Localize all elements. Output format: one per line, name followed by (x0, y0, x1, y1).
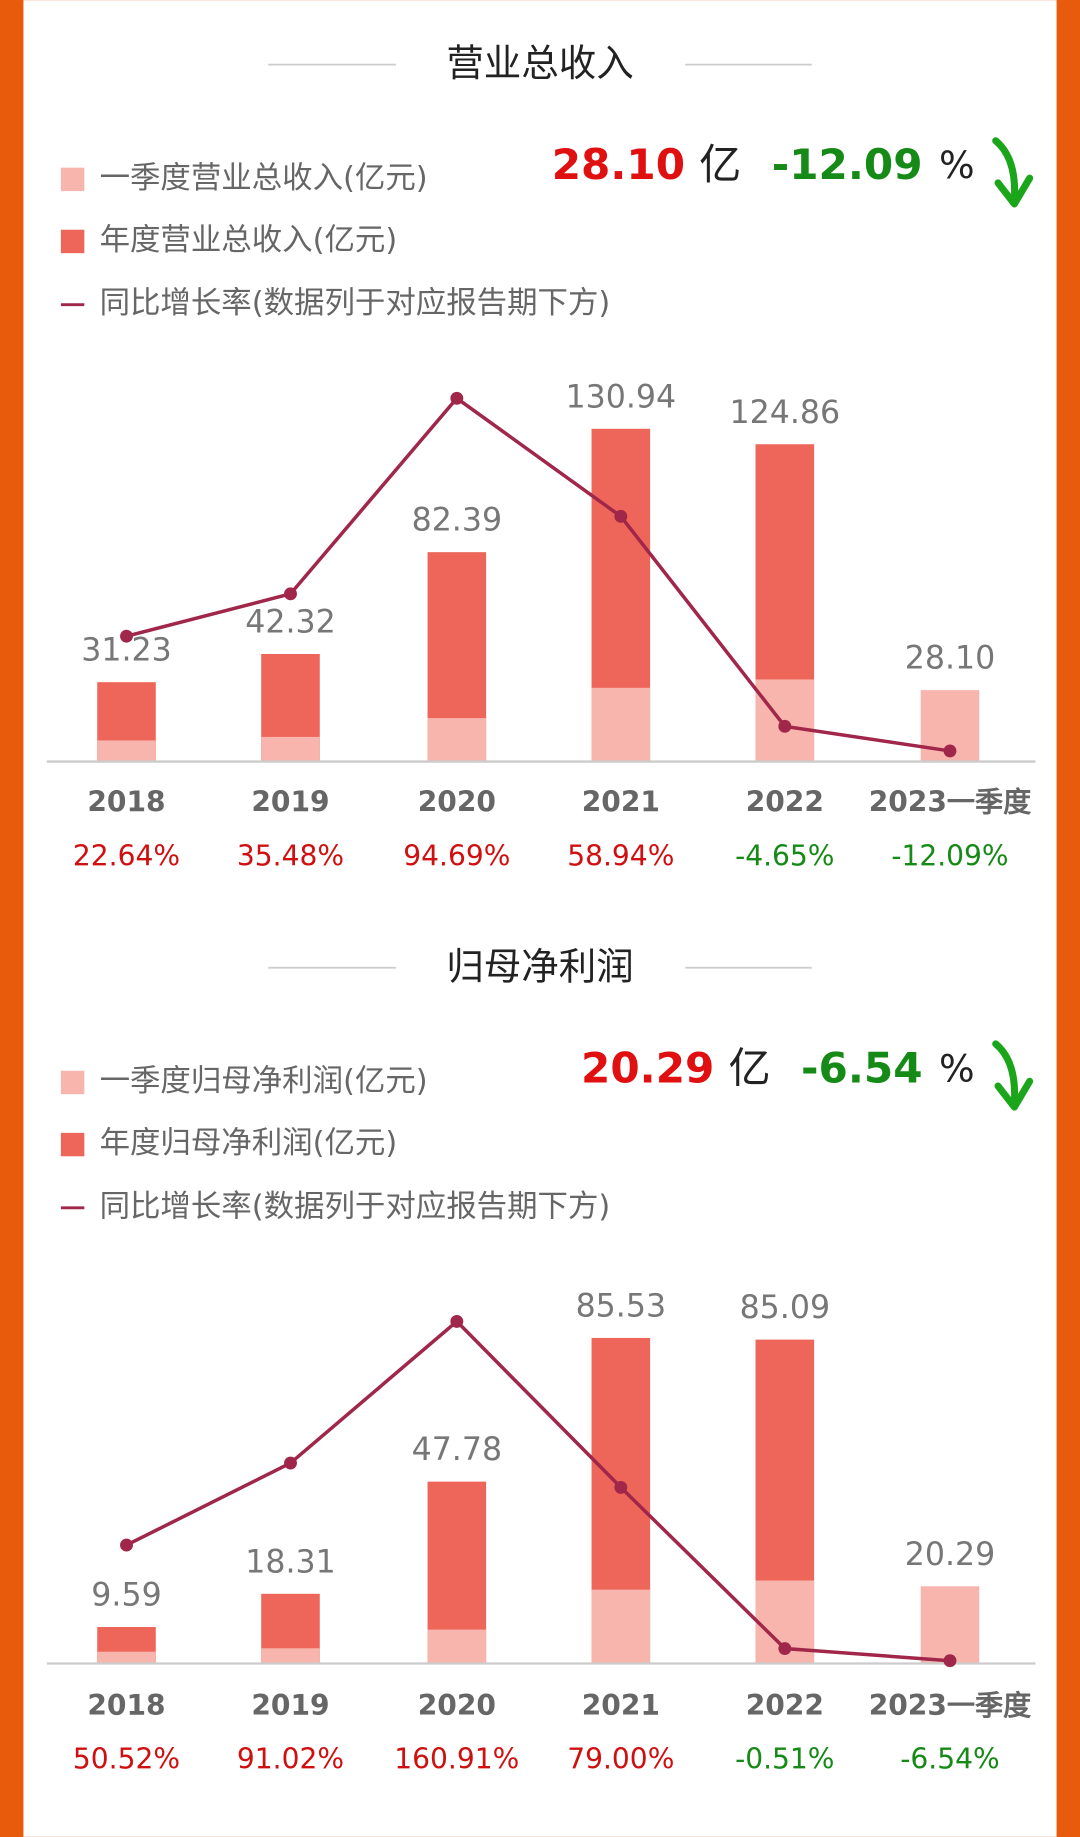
growth-label: 35.48% (237, 840, 344, 873)
bar-value-label: 85.53 (576, 1288, 667, 1324)
q1-bar (920, 1586, 980, 1664)
q1-bar (591, 687, 651, 762)
x-tick-label: 2019 (251, 786, 329, 819)
headline-value: 28.10 (552, 140, 685, 189)
q1-bar (261, 1648, 320, 1664)
headline-change: -12.09 (772, 140, 923, 189)
growth-label: 58.94% (567, 840, 674, 873)
growth-label: 22.64% (73, 840, 180, 873)
growth-point (450, 1314, 464, 1328)
growth-point (778, 1642, 792, 1655)
bar-value-label: 47.78 (412, 1432, 503, 1468)
headline-change: -6.54 (801, 1043, 923, 1092)
growth-label: 50.52% (73, 1743, 180, 1776)
growth-point (943, 1654, 957, 1668)
bar-value-label: 124.86 (730, 395, 841, 431)
growth-label: -0.51% (735, 1743, 834, 1776)
x-tick-label: 2022 (746, 786, 824, 819)
growth-point (450, 391, 464, 405)
growth-line (125, 1319, 951, 1663)
bar-value-label: 20.29 (905, 1537, 996, 1573)
bar-value-label: 85.09 (740, 1290, 831, 1326)
headline-unit: 亿 (699, 140, 741, 189)
bar-value-label: 82.39 (412, 503, 503, 539)
legend-label: 一季度营业总收入(亿元) (100, 161, 428, 196)
x-tick-label: 2023一季度 (869, 1689, 1032, 1722)
q1-bar (427, 718, 487, 762)
headline-unit: % (939, 143, 975, 187)
q1-bar (261, 736, 320, 762)
bar-value-label: 28.10 (905, 641, 996, 677)
legend-label: 年度归母净利润(亿元) (100, 1126, 398, 1161)
legend-swatch (60, 1132, 85, 1157)
bar-value-label: 42.32 (245, 605, 336, 641)
x-tick-label: 2020 (418, 1689, 496, 1722)
chart-title: 归母净利润 (446, 944, 633, 988)
headline-value: 20.29 (581, 1043, 714, 1092)
x-tick-label: 2023一季度 (869, 786, 1032, 819)
growth-point (120, 629, 133, 643)
legend-swatch (60, 229, 85, 254)
x-tick-label: 2022 (746, 1689, 824, 1722)
x-tick-label: 2018 (87, 1689, 165, 1722)
legend-label: 年度营业总收入(亿元) (100, 223, 398, 258)
q1-bar (591, 1589, 651, 1664)
headline-unit: % (939, 1046, 975, 1090)
growth-point (614, 1480, 628, 1494)
growth-label: 94.69% (403, 840, 510, 873)
growth-label: -4.65% (735, 840, 834, 873)
growth-point (284, 1456, 297, 1470)
bar-value-label: 18.31 (245, 1544, 336, 1580)
trend-arrow (992, 1040, 1034, 1111)
growth-line (126, 395, 951, 753)
trend-arrow (992, 137, 1034, 208)
legend-label: 同比增长率(数据列于对应报告期下方) (100, 286, 611, 321)
bar-value-label: 130.94 (566, 379, 677, 415)
x-tick-label: 2020 (418, 786, 496, 819)
chart-title: 营业总收入 (446, 41, 633, 85)
legend-swatch (60, 1070, 85, 1095)
growth-point (778, 719, 792, 733)
growth-point (284, 587, 297, 601)
bar-value-label: 9.59 (91, 1578, 161, 1614)
legend-label: 同比增长率(数据列于对应报告期下方) (100, 1189, 611, 1224)
growth-point (943, 744, 957, 758)
q1-bar (97, 1651, 156, 1664)
growth-label: -6.54% (900, 1743, 999, 1776)
growth-point (614, 509, 628, 523)
legend-swatch (60, 167, 85, 192)
x-tick-label: 2021 (582, 786, 660, 819)
growth-label: -12.09% (891, 840, 1008, 873)
growth-label: 79.00% (567, 1743, 674, 1776)
legend-label: 一季度归母净利润(亿元) (100, 1064, 428, 1099)
x-tick-label: 2019 (251, 1689, 329, 1722)
x-tick-label: 2018 (87, 786, 165, 819)
headline-unit: 亿 (728, 1043, 770, 1092)
growth-label: 160.91% (394, 1743, 519, 1776)
panel (23, 0, 1057, 1837)
x-tick-label: 2021 (582, 1689, 660, 1722)
growth-point (120, 1538, 133, 1552)
q1-bar (97, 740, 156, 762)
q1-bar (427, 1629, 487, 1664)
growth-label: 91.02% (237, 1743, 344, 1776)
